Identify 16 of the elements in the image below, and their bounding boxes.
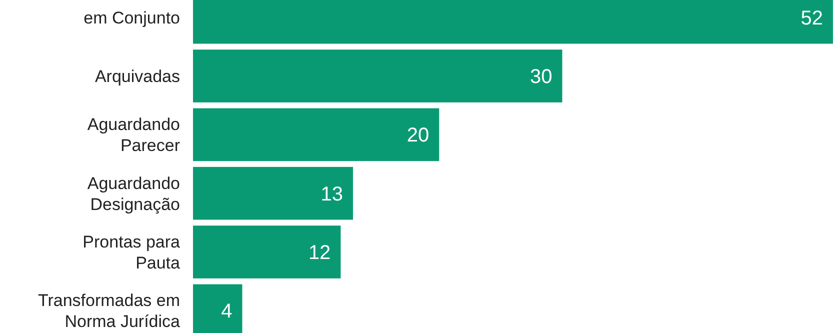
data-label: 20 <box>406 124 430 147</box>
y-tick-label: Arquivadas <box>94 66 180 86</box>
y-tick-label: Prontas para Pauta <box>82 232 181 272</box>
y-tick-label: Transformadas em Norma Jurídica <box>38 291 181 332</box>
data-label: 4 <box>221 300 232 323</box>
bar <box>193 226 341 278</box>
bar <box>193 166 353 220</box>
y-tick-label: Aguardando Parecer <box>87 115 180 156</box>
bar <box>193 50 562 102</box>
data-label: 13 <box>320 183 343 206</box>
data-label: 52 <box>800 7 823 30</box>
y-tick-label: em Conjunto <box>84 8 180 28</box>
bar <box>193 108 440 162</box>
y-tick-label: Aguardando Designação <box>87 174 180 214</box>
data-label: 30 <box>530 66 552 88</box>
data-label: 12 <box>308 242 331 264</box>
